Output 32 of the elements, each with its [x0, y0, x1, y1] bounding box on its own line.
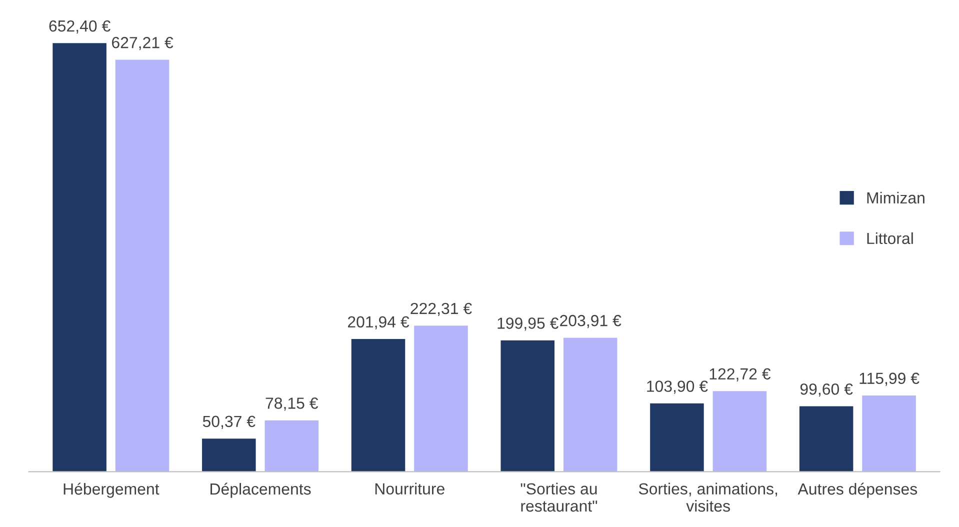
bar [414, 326, 468, 472]
data-label: 50,37 € [202, 416, 256, 429]
bar [500, 340, 554, 472]
x-tick-label: Nourriture [375, 482, 444, 495]
legend-label: Littoral [867, 232, 913, 244]
legend-label: Mimizan [867, 192, 924, 204]
data-label: 122,72 € [710, 368, 771, 382]
bar [351, 339, 406, 472]
data-label: 103,90 € [647, 380, 708, 394]
data-label: 199,95 € [498, 318, 558, 331]
bar [115, 60, 170, 472]
bar [202, 438, 256, 472]
bar [52, 43, 106, 472]
data-label: 78,15 € [266, 398, 318, 411]
data-label: 652,40 € [49, 20, 110, 34]
data-label: 222,31 € [410, 302, 472, 316]
data-label: 115,99 € [860, 372, 920, 386]
bar [712, 391, 767, 472]
x-tick-label: Hébergement [64, 482, 160, 498]
x-tick-label: "Sorties au restaurant" [520, 482, 598, 512]
x-tick-label: Déplacements [210, 482, 311, 498]
x-tick-label: Sorties, animations, visites [638, 482, 778, 512]
data-label: 203,91 € [560, 314, 622, 328]
data-label: 99,60 € [800, 383, 853, 397]
bar [650, 403, 704, 472]
bar [862, 395, 916, 472]
bar [563, 338, 618, 472]
data-label: 201,94 € [348, 316, 410, 330]
bar [799, 406, 854, 472]
data-label: 627,21 € [112, 36, 174, 50]
bar [264, 420, 319, 472]
x-tick-label: Autres dépenses [798, 482, 918, 498]
